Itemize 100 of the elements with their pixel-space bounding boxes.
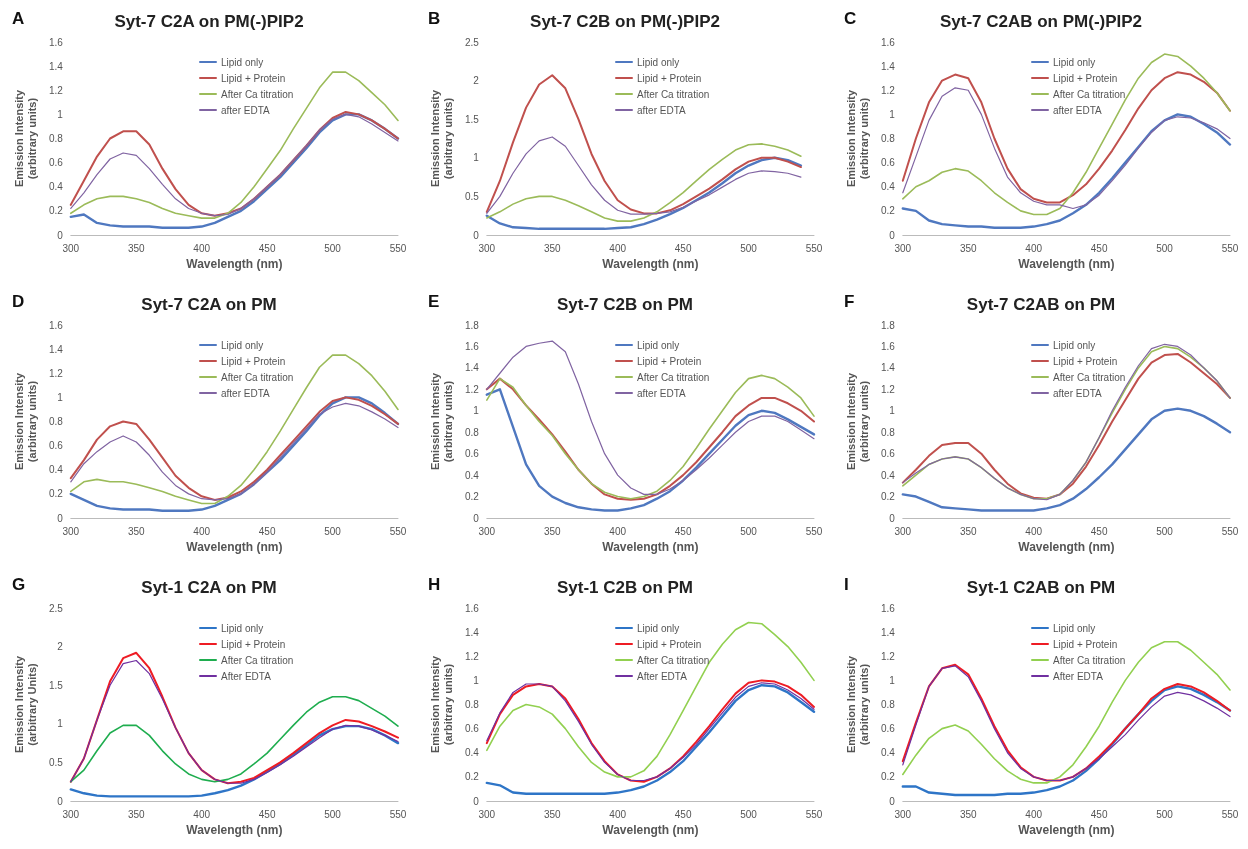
y-tick-label: 1.2 <box>48 367 64 379</box>
y-tick-label: 1.4 <box>880 60 896 72</box>
x-tick-label: 450 <box>258 808 276 820</box>
y-tick-label: 0 <box>473 795 480 807</box>
line-series <box>486 143 802 222</box>
x-axis-title: Wavelength (nm) <box>602 822 699 837</box>
x-tick-label: 450 <box>674 808 692 820</box>
x-tick-label: 550 <box>389 808 407 820</box>
x-tick-label: 300 <box>478 808 496 820</box>
x-tick-label: 550 <box>805 808 823 820</box>
y-tick-label: 0 <box>473 512 480 524</box>
y-tick-label: 0.4 <box>880 469 896 481</box>
legend-label: Lipid only <box>637 339 680 351</box>
line-series <box>901 71 1231 204</box>
x-tick-label: 550 <box>805 525 823 537</box>
y-axis-title: Emission Intensity (arbitrary units) <box>428 89 454 188</box>
x-tick-label: 450 <box>1090 242 1108 254</box>
y-tick-label: 0 <box>57 795 64 807</box>
x-axis-title: Wavelength (nm) <box>602 256 699 271</box>
x-tick-label: 550 <box>389 242 407 254</box>
y-tick-label: 1.4 <box>464 626 480 638</box>
y-tick-label: 0.2 <box>464 771 480 783</box>
chart-title: Syt-7 C2B on PM(-)PIP2 <box>530 12 720 31</box>
text: H <box>428 575 441 594</box>
line-series <box>69 724 400 798</box>
line-series <box>485 388 816 512</box>
x-axis-title: Wavelength (nm) <box>1018 256 1115 271</box>
y-tick-label: 1.6 <box>48 36 64 48</box>
legend-label: Lipid + Protein <box>1053 638 1118 650</box>
y-tick-label: 0.6 <box>880 723 896 735</box>
y-tick-label: 1.5 <box>464 113 480 125</box>
x-tick-label: 300 <box>894 808 912 820</box>
line-series <box>486 621 815 778</box>
chart-title: Syt-7 C2AB on PM(-)PIP2 <box>939 12 1143 31</box>
legend-label: After Ca titration <box>1053 88 1126 100</box>
y-tick-label: 0.5 <box>464 190 480 202</box>
x-tick-label: 450 <box>1090 525 1108 537</box>
line-series <box>486 136 802 215</box>
x-tick-label: 300 <box>894 242 912 254</box>
y-tick-label: 0.6 <box>48 157 64 169</box>
text: B <box>428 9 441 28</box>
x-tick-label: 400 <box>1025 525 1043 537</box>
y-tick-label: 0.8 <box>880 699 896 710</box>
legend-label: Lipid only <box>637 56 680 68</box>
text: D <box>12 292 25 311</box>
legend-label: After Ca titration <box>221 371 294 383</box>
x-tick-label: 550 <box>389 525 407 537</box>
x-tick-label: 500 <box>1156 808 1174 820</box>
x-tick-label: 350 <box>543 525 562 537</box>
y-tick-label: 1.6 <box>880 36 896 48</box>
legend-label: After Ca titration <box>221 654 294 666</box>
x-axis-title: Wavelength (nm) <box>602 539 699 554</box>
legend-label: After Ca titration <box>637 88 710 100</box>
y-axis-title: Emission Intensity (arbitrary Units) <box>12 655 38 754</box>
y-tick-label: 0.6 <box>880 448 896 460</box>
y-tick-label: 0.8 <box>464 699 480 710</box>
x-axis-title: Wavelength (nm) <box>1018 822 1115 837</box>
y-tick-label: 1.4 <box>48 343 64 355</box>
y-tick-label: 0.8 <box>48 416 64 427</box>
y-tick-label: 0 <box>889 229 896 241</box>
legend-label: Lipid + Protein <box>221 72 286 84</box>
y-axis-title: Emission Intensity (arbitrary units) <box>428 372 454 471</box>
text: G <box>12 575 26 594</box>
x-tick-label: 400 <box>1025 808 1043 820</box>
x-tick-label: 500 <box>740 525 758 537</box>
y-tick-label: 1.6 <box>880 602 896 614</box>
x-tick-label: 400 <box>193 525 211 537</box>
x-tick-label: 400 <box>609 808 627 820</box>
line-series <box>70 695 399 783</box>
y-tick-label: 0 <box>473 229 480 241</box>
y-tick-label: 1.2 <box>880 650 896 662</box>
x-tick-label: 400 <box>193 242 211 254</box>
y-tick-label: 0.5 <box>48 756 64 768</box>
y-tick-label: 1 <box>473 152 480 164</box>
x-tick-label: 450 <box>674 242 692 254</box>
x-tick-label: 350 <box>127 525 146 537</box>
y-tick-label: 0.8 <box>48 133 64 144</box>
y-tick-label: 1.4 <box>880 362 896 374</box>
y-tick-label: 1.8 <box>464 319 480 331</box>
y-tick-label: 1.4 <box>464 362 480 374</box>
line-series <box>902 640 1231 784</box>
line-series <box>485 156 803 231</box>
chart-title: Syt-7 C2A on PM <box>141 295 277 314</box>
y-tick-label: 0 <box>889 795 896 807</box>
chart-title: Syt-7 C2A on PM(-)PIP2 <box>114 12 304 31</box>
legend-label: Lipid only <box>1053 339 1096 351</box>
y-tick-label: 1.6 <box>464 340 480 352</box>
y-tick-label: 0.2 <box>880 205 896 217</box>
legend-label: After Ca titration <box>1053 654 1126 666</box>
y-tick-label: 1.2 <box>48 84 64 96</box>
y-tick-label: 1.6 <box>880 340 896 352</box>
x-tick-label: 400 <box>1025 242 1043 254</box>
x-tick-label: 500 <box>324 808 342 820</box>
x-tick-label: 550 <box>1221 242 1239 254</box>
y-axis-title: Emission Intensity (arbitrary units) <box>844 372 870 471</box>
chart-title: Syt-1 C2A on PM <box>141 578 277 597</box>
legend-label: after EDTA <box>1053 104 1103 116</box>
x-tick-label: 400 <box>609 525 627 537</box>
y-tick-label: 0.2 <box>464 491 480 503</box>
y-tick-label: 0.8 <box>880 133 896 144</box>
